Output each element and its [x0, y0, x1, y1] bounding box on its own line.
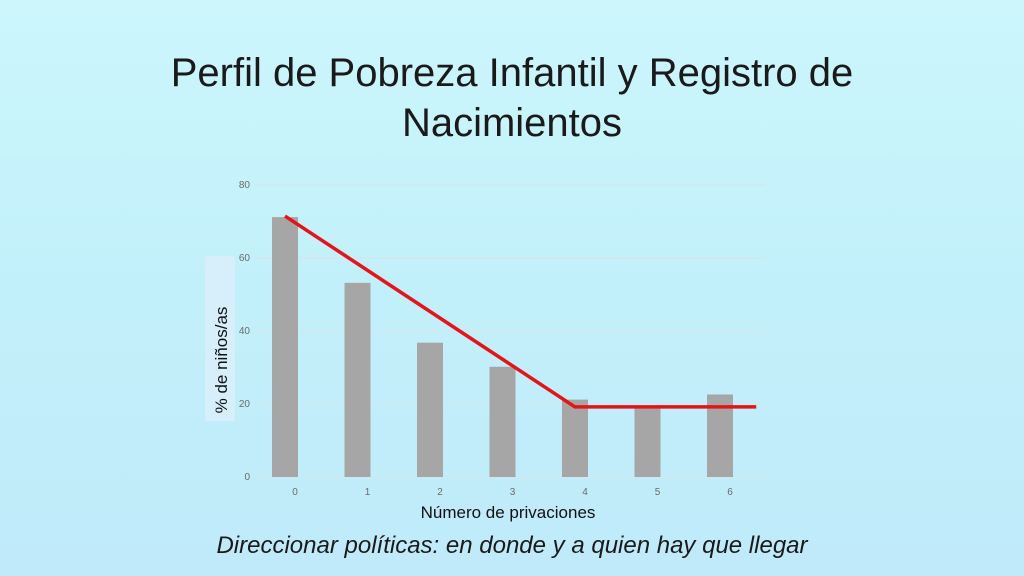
x-tick-label: 1	[365, 487, 371, 498]
footer-note: Direccionar políticas: en donde y a quie…	[216, 532, 808, 559]
x-tick-label: 2	[437, 487, 443, 498]
bar-5	[634, 406, 661, 477]
bars	[272, 217, 733, 477]
y-tick-labels: 0 20 40 60 80	[239, 180, 251, 483]
x-tick-label: 4	[582, 487, 588, 498]
y-tick-label: 60	[239, 253, 251, 264]
bar-1	[344, 282, 371, 477]
x-tick-label: 0	[292, 487, 298, 498]
gridlines	[255, 184, 765, 478]
bar-0	[272, 217, 298, 477]
y-tick-label: 20	[239, 399, 251, 410]
bar-2	[417, 342, 443, 477]
bar-3	[489, 366, 516, 477]
x-axis-label: Número de privaciones	[421, 503, 596, 522]
y-axis-label: % de niños/as	[212, 307, 231, 414]
x-tick-label: 3	[510, 487, 516, 498]
x-tick-labels: 0 1 2 3 4 5 6	[292, 487, 733, 498]
trend-line-group	[284, 214, 757, 409]
x-tick-label: 6	[727, 487, 733, 498]
ylabel-highlight	[205, 256, 235, 421]
x-tick-label: 5	[655, 487, 661, 498]
y-tick-label: 0	[244, 472, 250, 483]
slide-title: Perfil de Pobreza Infantil y Registro de…	[170, 51, 854, 145]
y-tick-label: 80	[239, 180, 251, 191]
y-tick-label: 40	[239, 326, 251, 337]
bar-4	[562, 399, 588, 477]
trend-line	[284, 214, 757, 409]
